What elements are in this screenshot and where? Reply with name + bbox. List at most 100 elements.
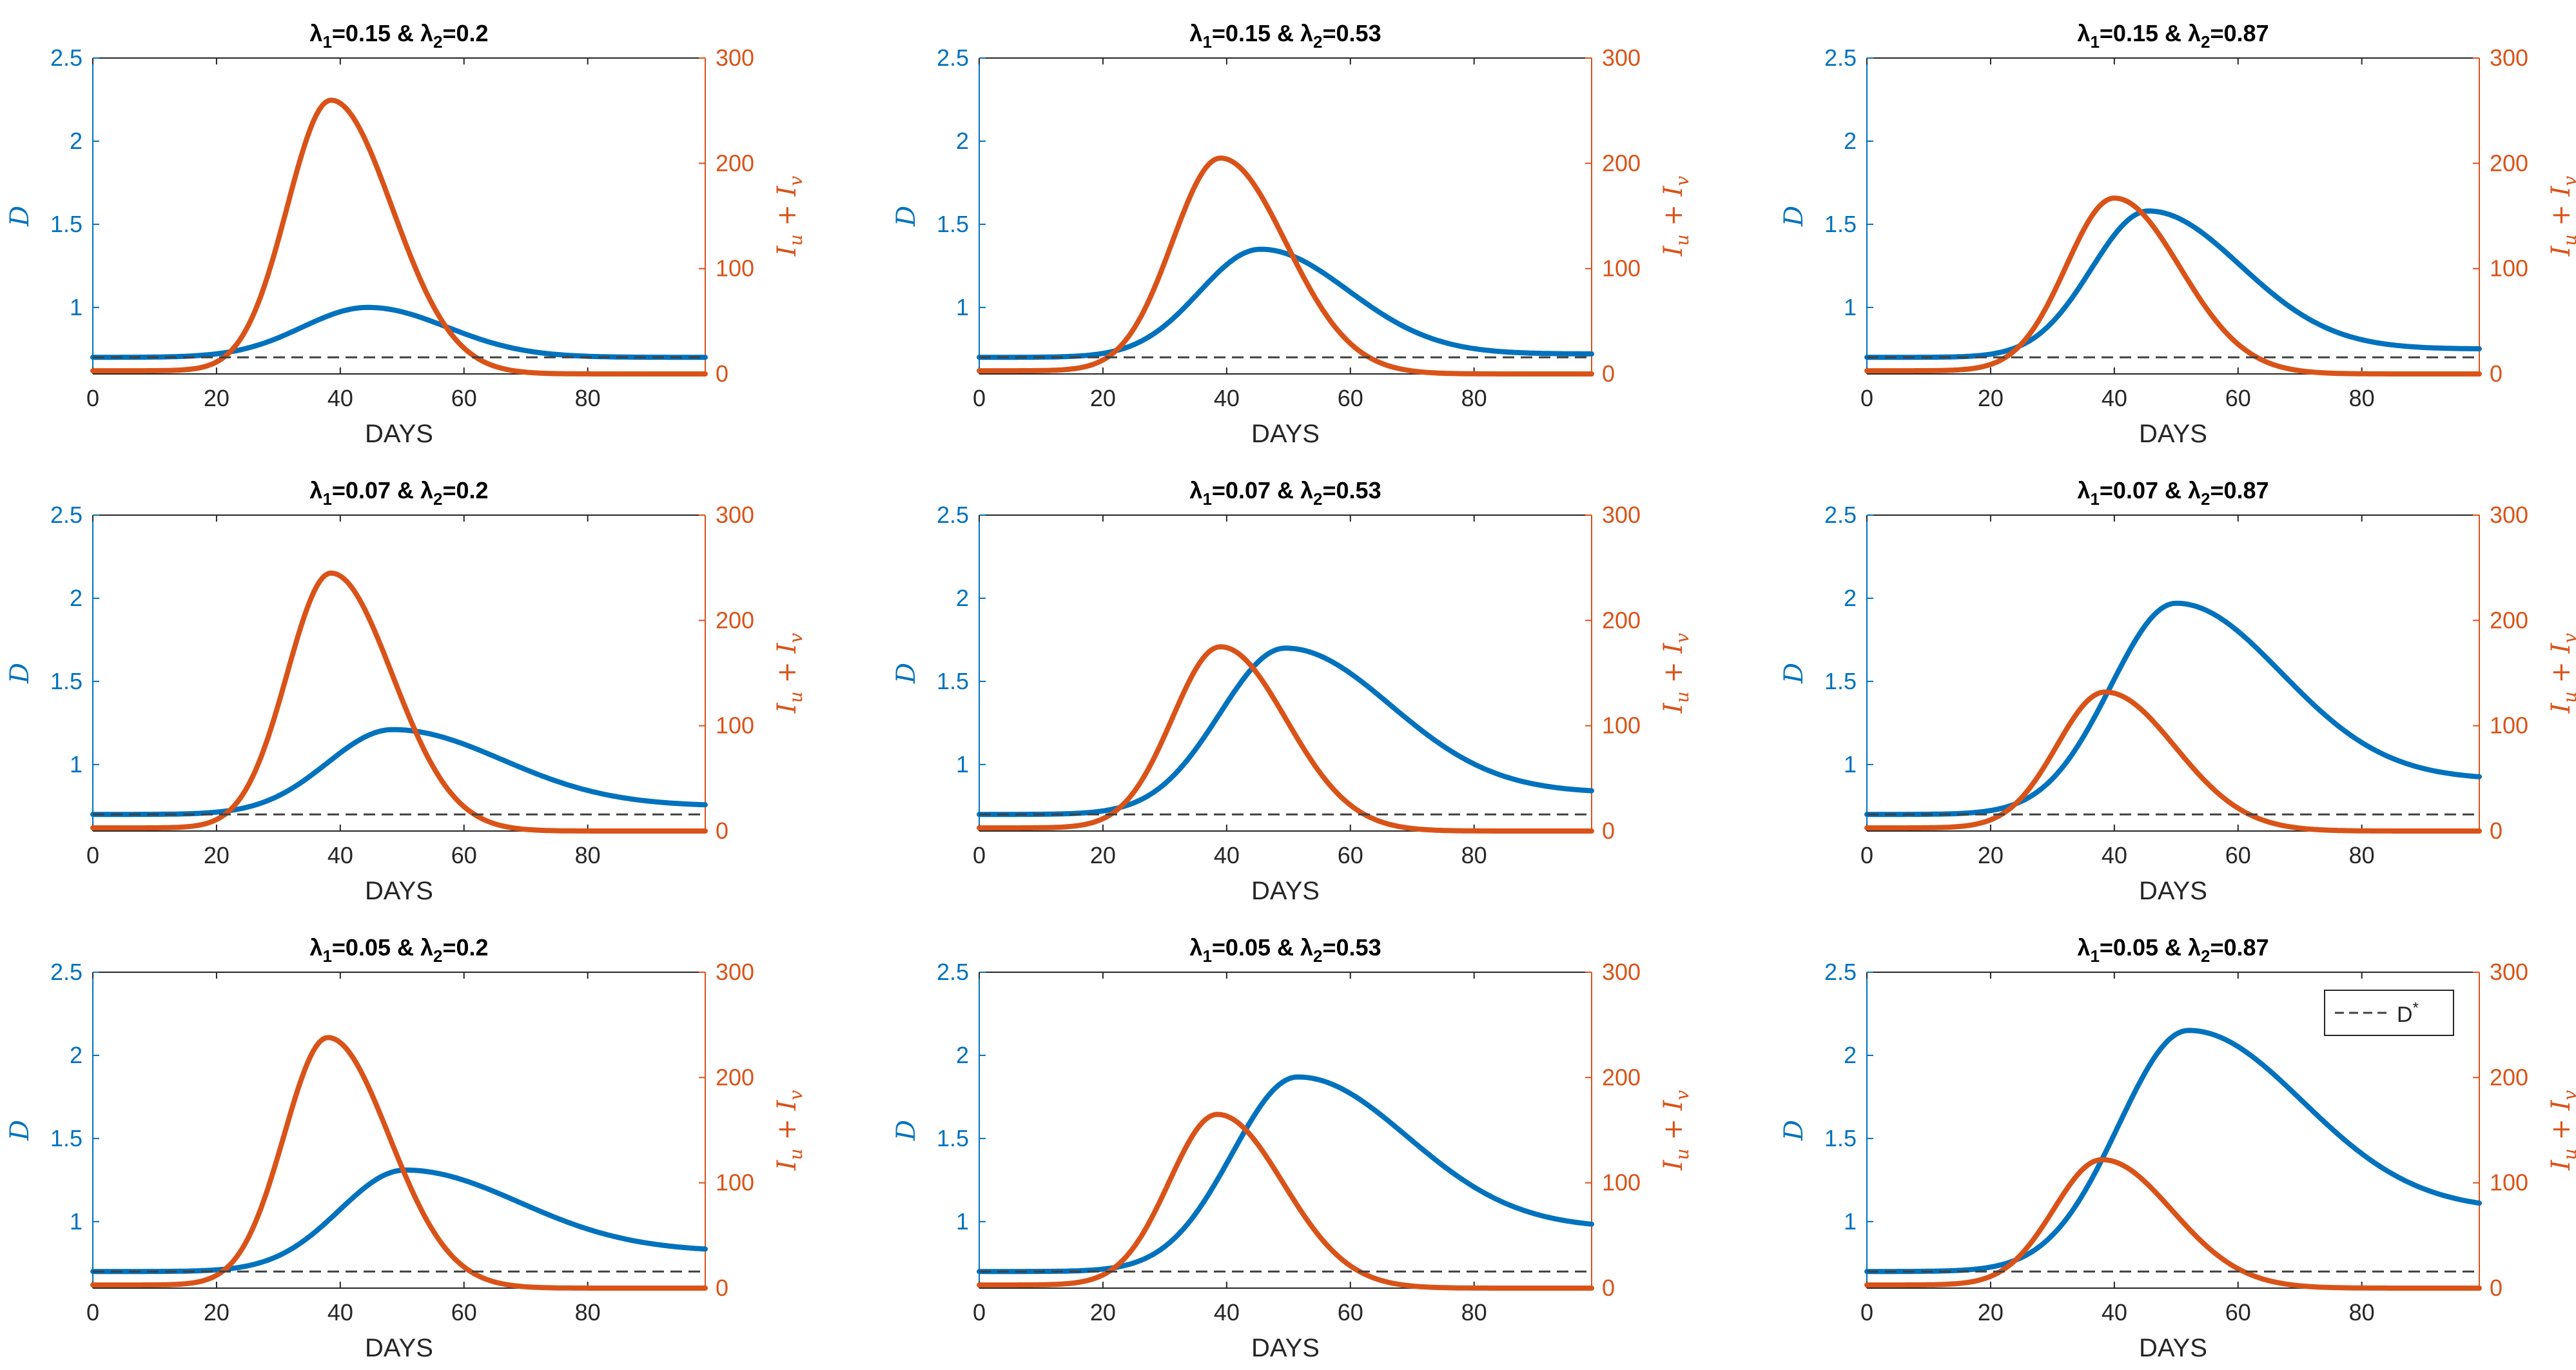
subplot-5: 0 20 40 60 80 1 1.5 2 2.5 0 100 200 300 λ1=0.07 & λ2=… <box>892 477 1693 905</box>
subplot-9: 0 20 40 60 80 1 1.5 2 2.5 0 100 200 300 λ1=0.05 & λ2=… <box>1779 934 2576 1362</box>
y-right-tick-label: 300 <box>2490 502 2528 528</box>
y-left-tick-label: 1 <box>1844 1208 1857 1235</box>
series-infected-line <box>1864 1157 2482 1291</box>
x-tick-label: 40 <box>1214 1299 1240 1326</box>
y-axis-right-label: Iu + Iv <box>1659 633 1693 714</box>
y-right-tick-label: 300 <box>716 959 754 985</box>
x-tick-label: 0 <box>86 385 99 411</box>
x-tick-label: 20 <box>204 385 229 411</box>
y-left-tick-label: 1 <box>70 294 83 320</box>
y-left-tick-label: 2 <box>70 585 83 611</box>
x-tick-label: 20 <box>204 842 229 868</box>
y-right-tick-label: 300 <box>2490 44 2528 71</box>
subplot-2: 0 20 40 60 80 1 1.5 2 2.5 0 100 200 300 λ1=0.15 & λ2=… <box>892 20 1693 448</box>
y-left-tick-label: 2 <box>1844 585 1857 611</box>
x-axis-label: DAYS <box>1251 877 1320 905</box>
subplot-title: λ1=0.05 & λ2=0.87 <box>2077 934 2269 966</box>
x-axis-label: DAYS <box>1251 420 1320 448</box>
subplot-6: 0 20 40 60 80 1 1.5 2 2.5 0 100 200 300 λ1=0.07 & λ2=… <box>1779 477 2576 905</box>
y-left-tick-label: 2 <box>956 585 969 611</box>
x-tick-label: 20 <box>1090 385 1116 411</box>
x-tick-label: 0 <box>1860 385 1873 411</box>
x-tick-label: 80 <box>2349 385 2375 411</box>
y-right-tick-label: 0 <box>716 817 728 844</box>
x-axis-label: DAYS <box>365 420 433 448</box>
y-axis-left-label: D <box>5 663 35 684</box>
x-tick-label: 40 <box>2102 842 2127 868</box>
series-infected-line <box>90 1035 708 1291</box>
series-d-line <box>90 1167 708 1275</box>
subplot-title: λ1=0.07 & λ2=0.87 <box>2077 477 2269 509</box>
y-axis-right-label: Iu + Iv <box>772 176 806 257</box>
y-left-tick-label: 2 <box>956 128 969 154</box>
y-axis-right-label: Iu + Iv <box>1659 1090 1693 1171</box>
y-left-tick-label: 1.5 <box>50 1125 83 1151</box>
x-tick-label: 60 <box>1338 842 1363 868</box>
y-left-tick-label: 1.5 <box>50 668 83 694</box>
subplot-title: λ1=0.07 & λ2=0.2 <box>309 477 488 509</box>
y-right-tick-label: 0 <box>716 1275 728 1301</box>
x-tick-label: 60 <box>451 1299 477 1326</box>
y-right-tick-label: 0 <box>2490 817 2503 844</box>
series-d-line <box>977 645 1594 817</box>
x-tick-label: 0 <box>973 1299 986 1326</box>
series-d-line <box>1864 600 2482 817</box>
series-d-line <box>977 246 1594 360</box>
x-tick-label: 40 <box>1214 385 1240 411</box>
y-right-tick-label: 0 <box>716 360 728 387</box>
y-right-tick-label: 200 <box>2490 1064 2528 1090</box>
y-right-tick-label: 100 <box>2490 255 2528 282</box>
series-d-line <box>1864 1028 2482 1275</box>
x-tick-label: 0 <box>1860 1299 1873 1326</box>
x-tick-label: 40 <box>327 385 353 411</box>
y-axis-left-label: D <box>892 1120 921 1141</box>
x-tick-label: 80 <box>1461 1299 1487 1326</box>
y-left-tick-label: 1.5 <box>1824 211 1857 237</box>
subplot-3: 0 20 40 60 80 1 1.5 2 2.5 0 100 200 300 λ1=0.15 & λ2=… <box>1779 20 2576 448</box>
subplot-title: λ1=0.05 & λ2=0.53 <box>1189 934 1381 966</box>
subplot-8: 0 20 40 60 80 1 1.5 2 2.5 0 100 200 300 λ1=0.05 & λ2=… <box>892 934 1693 1362</box>
y-left-tick-label: 2 <box>70 1042 83 1068</box>
y-axis-right-label: Iu + Iv <box>772 633 806 714</box>
y-axis-left-label: D <box>892 663 921 684</box>
y-axis-left-label: D <box>5 206 35 227</box>
x-tick-label: 80 <box>1461 842 1487 868</box>
y-right-tick-label: 0 <box>1602 1275 1615 1301</box>
y-left-tick-label: 1.5 <box>1824 668 1857 694</box>
series-infected-line <box>977 644 1594 834</box>
x-tick-label: 80 <box>2349 842 2375 868</box>
y-axis-right-label: Iu + Iv <box>2546 1090 2576 1171</box>
y-right-tick-label: 200 <box>716 150 754 176</box>
y-left-tick-label: 1 <box>956 294 969 320</box>
subplot-4: 0 20 40 60 80 1 1.5 2 2.5 0 100 200 300 λ1=0.07 & λ2=… <box>5 477 806 905</box>
y-left-tick-label: 2.5 <box>1824 959 1857 985</box>
y-right-tick-label: 100 <box>2490 1169 2528 1196</box>
y-right-tick-label: 300 <box>716 502 754 528</box>
series-infected-line <box>90 570 708 834</box>
x-tick-label: 60 <box>2225 842 2251 868</box>
y-axis-right-label: Iu + Iv <box>2546 176 2576 257</box>
y-left-tick-label: 1 <box>1844 751 1857 778</box>
subplot-title: λ1=0.15 & λ2=0.53 <box>1189 20 1381 52</box>
y-right-tick-label: 200 <box>716 607 754 633</box>
x-axis-label: DAYS <box>2139 420 2207 448</box>
x-tick-label: 0 <box>973 842 986 868</box>
y-left-tick-label: 2.5 <box>50 959 83 985</box>
y-axis-left-label: D <box>1779 663 1809 684</box>
x-tick-label: 40 <box>2102 385 2127 411</box>
y-left-tick-label: 1.5 <box>50 211 83 237</box>
y-right-tick-label: 100 <box>716 1169 754 1196</box>
series-d-line <box>90 727 708 817</box>
y-left-tick-label: 2 <box>70 128 83 154</box>
x-tick-label: 80 <box>575 385 601 411</box>
x-tick-label: 60 <box>2225 1299 2251 1326</box>
y-left-tick-label: 1 <box>956 1208 969 1235</box>
x-tick-label: 40 <box>327 842 353 868</box>
series-infected-line <box>977 155 1594 377</box>
series-infected-line <box>90 97 708 377</box>
x-axis-label: DAYS <box>1251 1334 1320 1362</box>
x-tick-label: 40 <box>2102 1299 2127 1326</box>
y-left-tick-label: 1 <box>1844 294 1857 320</box>
legend: D* <box>2324 990 2454 1036</box>
